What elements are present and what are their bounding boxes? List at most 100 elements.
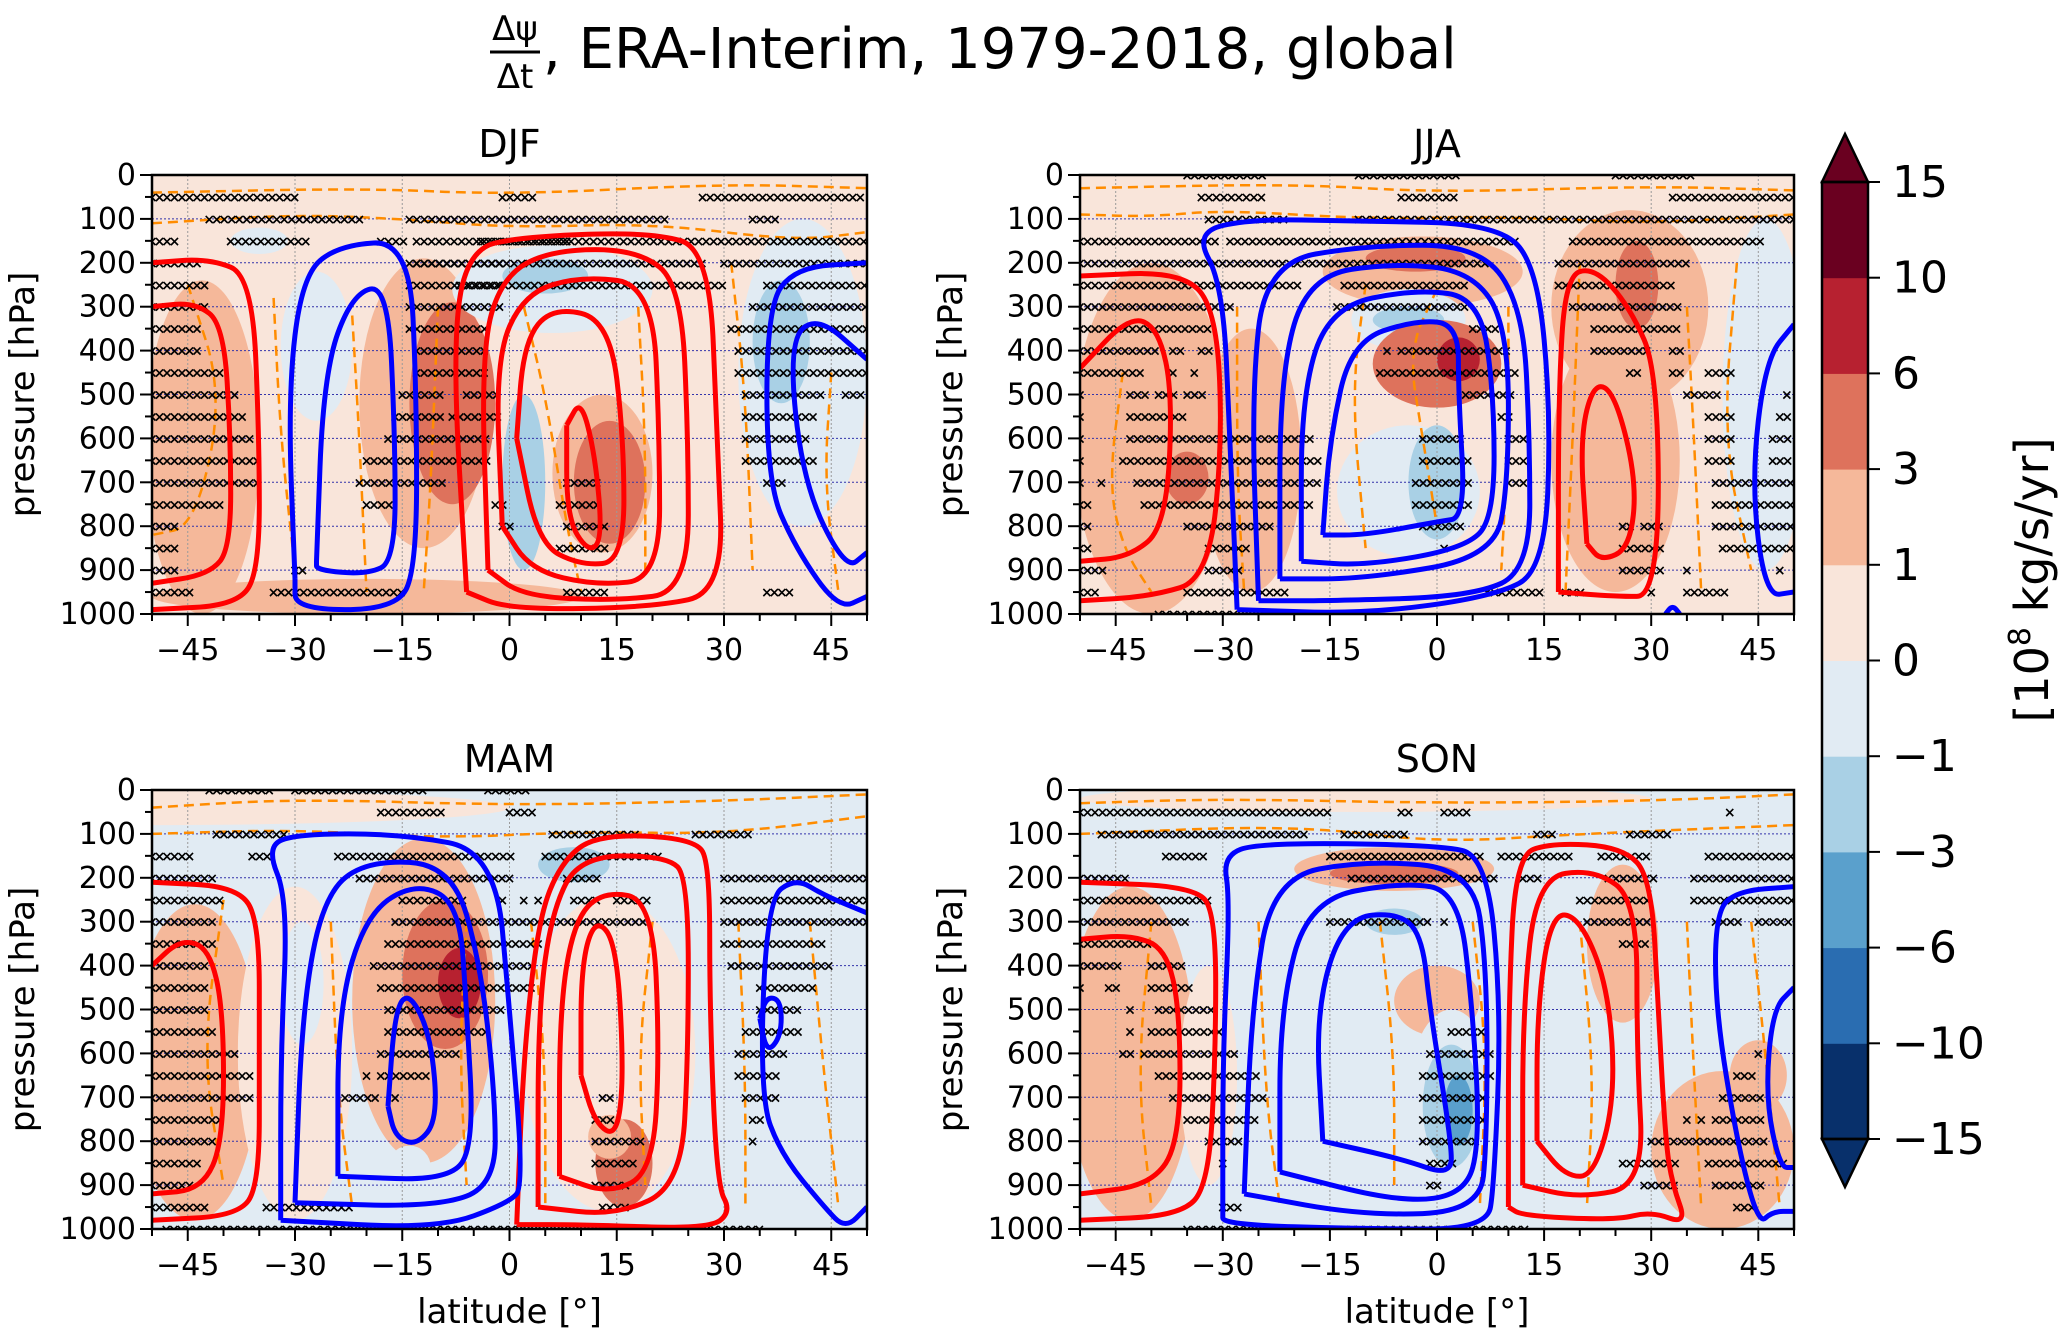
significance-marker: × [161, 234, 173, 250]
significance-marker: × [169, 849, 181, 865]
significance-marker: × [1493, 344, 1505, 360]
significance-marker: × [1624, 827, 1636, 843]
significance-marker: × [146, 1200, 158, 1216]
significance-marker: × [1719, 585, 1731, 601]
positive-streamfunction-contour [152, 940, 226, 1197]
significance-marker: × [1194, 278, 1206, 294]
significance-marker: × [778, 915, 790, 931]
significance-marker: × [1627, 256, 1639, 272]
significance-marker: × [747, 388, 759, 404]
significance-marker: × [596, 278, 608, 294]
significance-marker: × [1436, 278, 1448, 294]
significance-marker: × [1631, 366, 1643, 382]
significance-marker: × [1518, 212, 1530, 228]
significance-marker: × [1148, 827, 1160, 843]
colorbar-segment [1822, 851, 1868, 949]
significance-marker: × [1647, 871, 1659, 887]
significance-marker: × [1149, 915, 1161, 931]
significance-marker: × [1725, 915, 1737, 931]
significance-marker: × [456, 212, 468, 228]
significance-marker: × [1164, 915, 1176, 931]
significance-marker: × [469, 409, 481, 425]
significance-marker: × [828, 234, 840, 250]
significance-marker: × [1432, 1134, 1444, 1150]
significance-marker: × [1161, 497, 1173, 513]
significance-marker: × [1361, 827, 1373, 843]
significance-marker: × [855, 388, 867, 404]
colorbar-segment [1822, 660, 1868, 757]
significance-marker: × [747, 409, 759, 425]
significance-marker: × [1089, 322, 1101, 338]
significance-marker: × [1617, 563, 1629, 579]
significance-marker: × [592, 915, 604, 931]
significance-marker: × [1103, 827, 1115, 843]
significance-marker: × [1454, 1134, 1466, 1150]
significance-marker: × [184, 1112, 196, 1128]
significance-marker: × [446, 409, 458, 425]
significance-marker: × [1674, 190, 1686, 206]
significance-marker: × [1264, 519, 1276, 535]
significance-marker: × [154, 585, 166, 601]
negative-streamfunction-contour [292, 859, 498, 1208]
significance-marker: × [1290, 827, 1302, 843]
significance-marker: × [480, 981, 492, 997]
significance-marker: × [1082, 519, 1094, 535]
significance-marker: × [1147, 431, 1159, 447]
significance-marker: × [801, 871, 813, 887]
significance-marker: × [154, 1134, 166, 1150]
significance-marker: × [1149, 805, 1161, 821]
significance-marker: × [1433, 344, 1445, 360]
significance-marker: × [1205, 607, 1217, 623]
significance-marker: × [506, 1222, 518, 1238]
significance-marker: × [258, 1222, 270, 1238]
negative-streamfunction-contour [1298, 289, 1497, 567]
significance-marker: × [1206, 1024, 1218, 1040]
panel-son: ××××××××××××××××××××××××××××××××× ×× ×××× ×… [931, 737, 1796, 1329]
significance-marker: × [807, 388, 819, 404]
significance-marker: × [427, 409, 439, 425]
significance-marker: × [509, 915, 521, 931]
significance-marker: × [214, 190, 226, 206]
significance-marker: × [1597, 256, 1609, 272]
significance-marker: × [554, 827, 566, 843]
significance-marker: × [461, 409, 473, 425]
colorbar-extend-min [1820, 1137, 1870, 1190]
positive-streamfunction-contour [152, 879, 262, 1223]
significance-marker: × [335, 585, 347, 601]
significance-marker: × [756, 871, 768, 887]
plot-area: ××××××××××××××××××××××××××××××××××××××××… [1080, 790, 1794, 1229]
significance-marker: × [451, 871, 463, 887]
significance-marker: × [1632, 168, 1644, 184]
significance-marker: × [1675, 212, 1687, 228]
significance-marker: × [1142, 300, 1154, 316]
significance-marker: × [496, 871, 508, 887]
significance-marker: × [1209, 805, 1221, 821]
significance-marker: × [644, 212, 656, 228]
significance-marker: × [1199, 431, 1211, 447]
significance-marker: × [1750, 1134, 1762, 1150]
y-tick-label: 800 [1007, 1124, 1064, 1159]
significance-marker: × [748, 322, 760, 338]
significance-marker: × [376, 453, 388, 469]
significance-marker: × [817, 190, 829, 206]
positive-streamfunction-contour [1080, 934, 1183, 1197]
significance-marker: × [1198, 497, 1210, 513]
y-tick-label: 300 [1007, 905, 1064, 940]
significance-marker: × [450, 959, 462, 975]
significance-marker: × [1238, 827, 1250, 843]
significance-marker: × [494, 300, 506, 316]
significance-marker: × [146, 322, 158, 338]
significance-marker: × [1189, 1090, 1201, 1106]
x-tick-label: 45 [812, 1248, 850, 1283]
significance-marker: × [191, 1134, 203, 1150]
significance-marker: × [407, 849, 419, 865]
significance-marker: × [1540, 212, 1552, 228]
significance-marker: × [1275, 827, 1287, 843]
significance-marker: × [628, 256, 640, 272]
significance-marker: × [697, 190, 709, 206]
significance-marker: × [1338, 827, 1350, 843]
significance-marker: × [427, 431, 439, 447]
significance-marker: × [583, 585, 595, 601]
significance-marker: × [484, 278, 496, 294]
significance-marker: × [176, 256, 188, 272]
